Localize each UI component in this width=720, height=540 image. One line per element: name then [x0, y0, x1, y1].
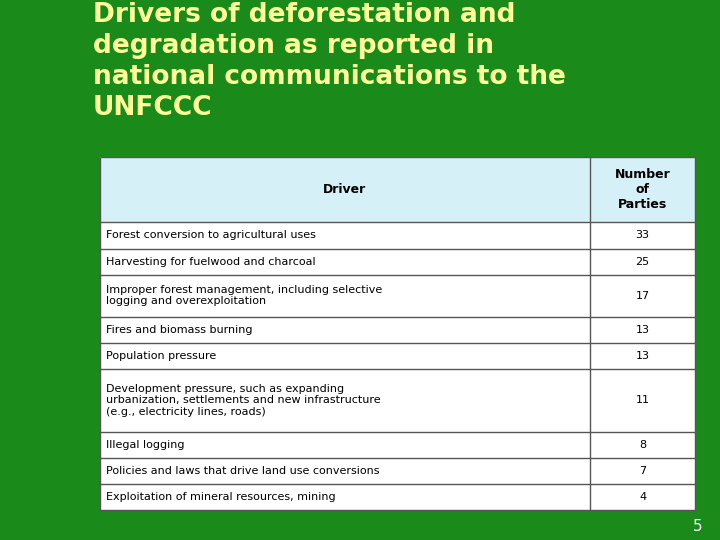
- Text: Exploitation of mineral resources, mining: Exploitation of mineral resources, minin…: [106, 492, 336, 502]
- Text: Development pressure, such as expanding
urbanization, settlements and new infras: Development pressure, such as expanding …: [106, 383, 380, 417]
- FancyBboxPatch shape: [100, 431, 695, 458]
- Text: 11: 11: [636, 395, 649, 405]
- Text: 8: 8: [639, 440, 646, 450]
- FancyBboxPatch shape: [100, 343, 695, 369]
- FancyBboxPatch shape: [100, 275, 695, 316]
- Text: Illegal logging: Illegal logging: [106, 440, 184, 450]
- Text: Driver: Driver: [323, 183, 366, 196]
- Text: Improper forest management, including selective
logging and overexploitation: Improper forest management, including se…: [106, 285, 382, 306]
- Text: Forest conversion to agricultural uses: Forest conversion to agricultural uses: [106, 231, 315, 240]
- Text: Fires and biomass burning: Fires and biomass burning: [106, 325, 252, 335]
- FancyBboxPatch shape: [100, 316, 695, 343]
- FancyBboxPatch shape: [100, 484, 695, 510]
- Text: 25: 25: [636, 256, 649, 267]
- Text: 4: 4: [639, 492, 646, 502]
- Text: 33: 33: [636, 231, 649, 240]
- Text: 13: 13: [636, 350, 649, 361]
- FancyBboxPatch shape: [100, 157, 695, 222]
- Text: Drivers of deforestation and
degradation as reported in
national communications : Drivers of deforestation and degradation…: [93, 2, 566, 121]
- Text: Number
of
Parties: Number of Parties: [615, 168, 670, 211]
- Text: 17: 17: [636, 291, 649, 301]
- FancyBboxPatch shape: [100, 248, 695, 275]
- FancyBboxPatch shape: [100, 369, 695, 431]
- Text: Harvesting for fuelwood and charcoal: Harvesting for fuelwood and charcoal: [106, 256, 315, 267]
- Text: Policies and laws that drive land use conversions: Policies and laws that drive land use co…: [106, 466, 379, 476]
- Text: 5: 5: [693, 518, 702, 534]
- FancyBboxPatch shape: [100, 222, 695, 248]
- FancyBboxPatch shape: [100, 458, 695, 484]
- Text: 7: 7: [639, 466, 646, 476]
- Text: Population pressure: Population pressure: [106, 350, 216, 361]
- Text: 13: 13: [636, 325, 649, 335]
